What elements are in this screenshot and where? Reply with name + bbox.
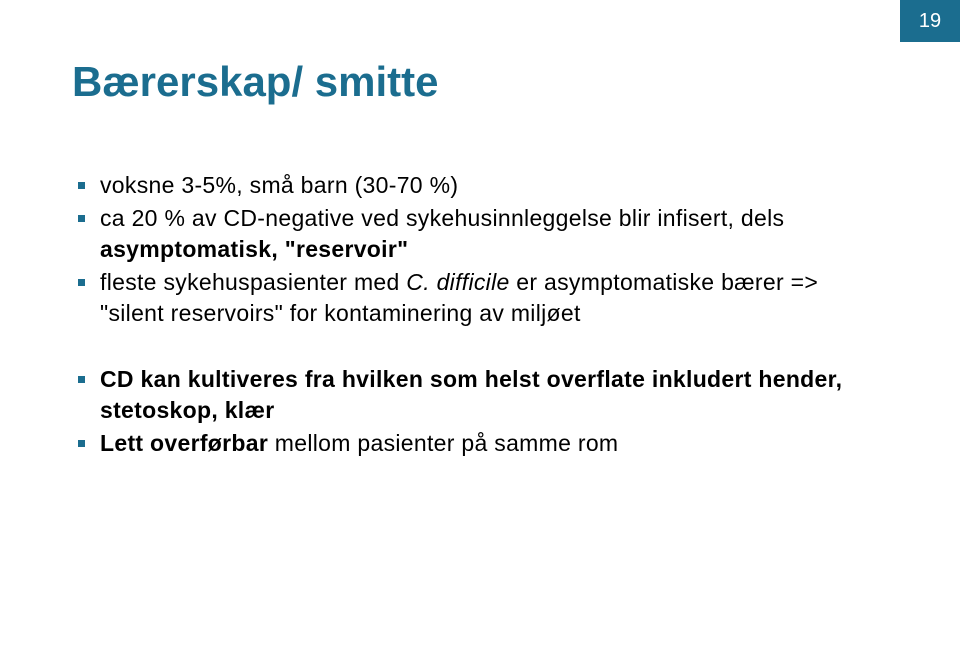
page-number: 19 <box>919 10 941 33</box>
text-segment: fleste sykehuspasienter med <box>100 269 406 295</box>
list-item: Lett overførbar mellom pasienter på samm… <box>78 428 888 459</box>
list-item: voksne 3-5%, små barn (30-70 %) <box>78 170 888 201</box>
list-item: CD kan kultiveres fra hvilken som helst … <box>78 364 888 426</box>
slide-title: Bærerskap/ smitte <box>72 58 888 106</box>
slide-content: Bærerskap/ smitte voksne 3-5%, små barn … <box>0 0 960 459</box>
list-item: ca 20 % av CD-negative ved sykehusinnleg… <box>78 203 888 265</box>
text-segment: Lett overførbar <box>100 430 268 456</box>
list-item: fleste sykehuspasienter med C. difficile… <box>78 267 888 329</box>
text-segment: ca 20 % av CD-negative ved sykehusinnleg… <box>100 205 784 231</box>
text-segment: C. difficile <box>406 269 509 295</box>
list-item <box>78 331 888 362</box>
page-number-box: 19 <box>900 0 960 42</box>
text-segment: mellom pasienter på samme rom <box>268 430 618 456</box>
text-segment: voksne 3-5%, små barn (30-70 %) <box>100 172 458 198</box>
text-segment: kultiveres fra hvilken som helst overfla… <box>100 366 842 423</box>
bullet-list: voksne 3-5%, små barn (30-70 %) ca 20 % a… <box>72 170 888 459</box>
text-segment: asymptomatisk, "reservoir" <box>100 236 408 262</box>
text-segment: CD kan <box>100 366 188 392</box>
